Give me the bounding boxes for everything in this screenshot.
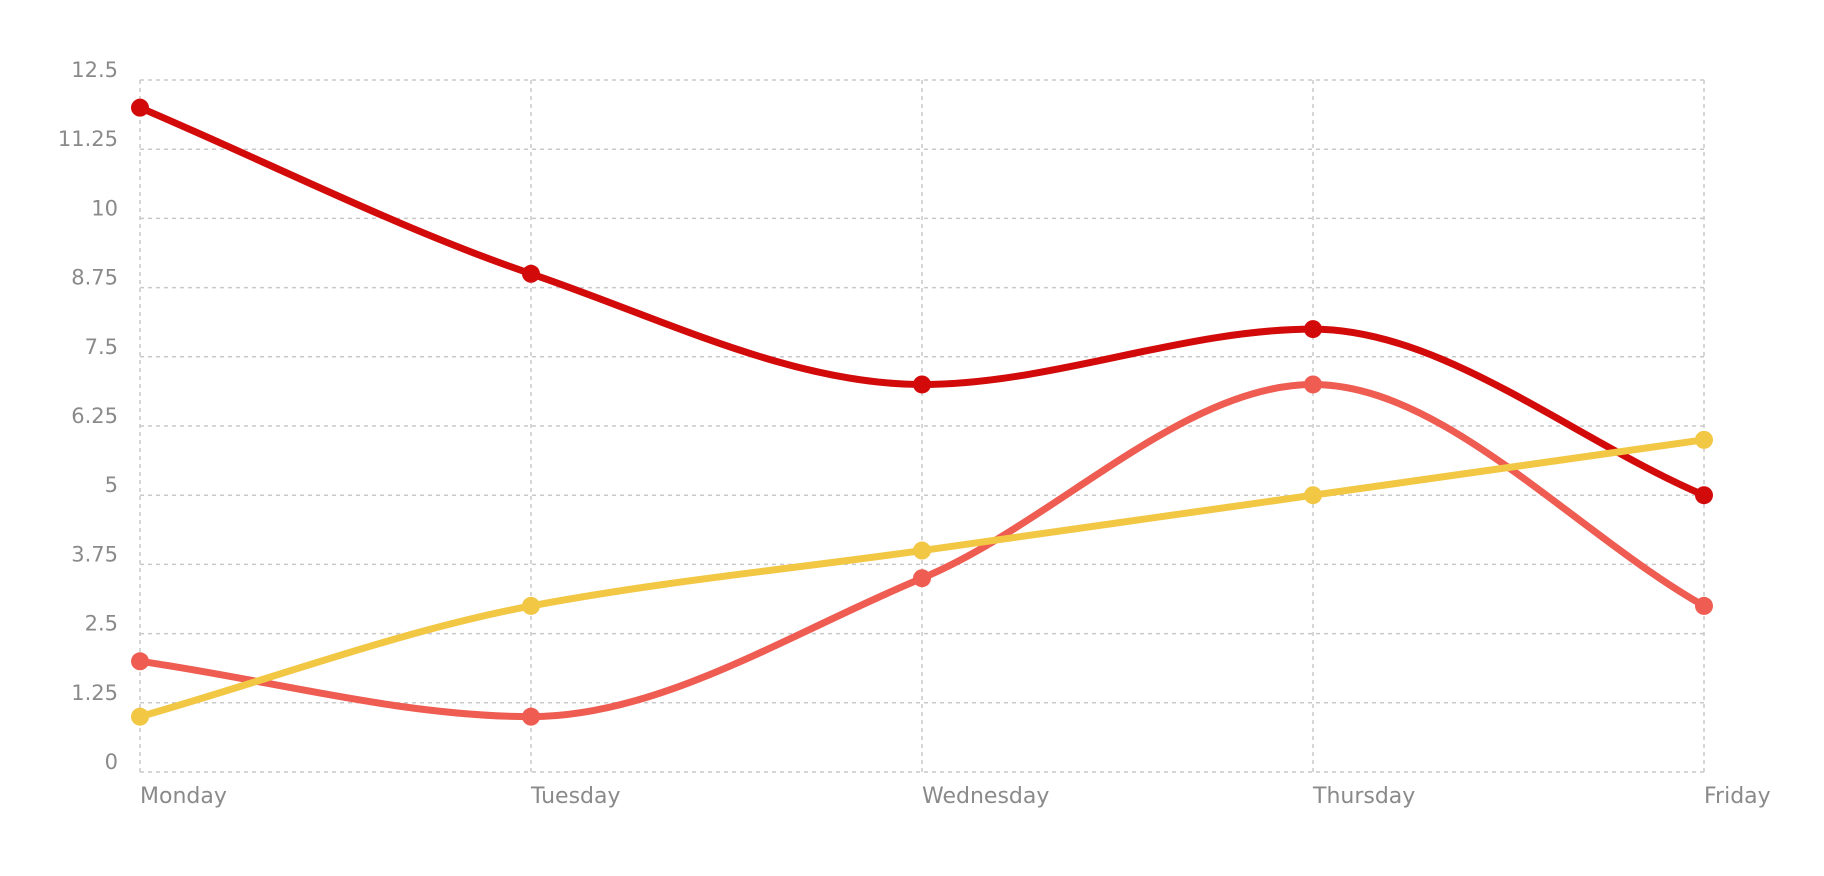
- y-tick-label: 12.5: [71, 58, 118, 82]
- series-3-point[interactable]: [913, 541, 931, 560]
- series-1-point[interactable]: [1695, 486, 1713, 505]
- series-2-line: [136, 380, 1708, 721]
- series-3-point[interactable]: [1304, 486, 1322, 505]
- series-2-point[interactable]: [1695, 596, 1713, 615]
- series-3-point[interactable]: [522, 596, 540, 615]
- y-tick-label: 8.75: [71, 266, 118, 290]
- x-tick-label: Thursday: [1312, 784, 1415, 809]
- y-tick-label: 10: [91, 196, 118, 220]
- series-1-point[interactable]: [913, 375, 931, 394]
- series-2-point[interactable]: [1304, 375, 1322, 394]
- x-tick-label: Wednesday: [922, 784, 1049, 809]
- grid: [139, 79, 1705, 773]
- y-tick-label: 1.25: [71, 681, 118, 705]
- x-axis: Monday Tuesday Wednesday Thursday Friday: [140, 784, 1771, 809]
- series-1-point[interactable]: [1304, 320, 1322, 339]
- x-tick-label: Friday: [1704, 784, 1771, 809]
- series-3-point[interactable]: [131, 707, 149, 726]
- series-1-point[interactable]: [522, 264, 540, 283]
- series-2-point[interactable]: [913, 569, 931, 588]
- series-points: [131, 98, 1713, 726]
- y-tick-label: 3.75: [71, 542, 118, 566]
- y-tick-label: 2.5: [85, 612, 118, 636]
- series-2-point[interactable]: [522, 707, 540, 726]
- y-tick-label: 5: [105, 473, 118, 497]
- y-tick-label: 0: [105, 750, 118, 774]
- y-tick-label: 7.5: [85, 335, 118, 359]
- y-axis: 0 1.25 2.5 3.75 5 6.25 7.5 8.75 10 11.25 12.5: [58, 58, 118, 774]
- y-tick-label: 11.25: [58, 127, 118, 151]
- series-2-point[interactable]: [131, 652, 149, 671]
- x-tick-label: Tuesday: [530, 784, 621, 809]
- y-tick-label: 6.25: [71, 404, 118, 428]
- x-tick-label: Monday: [140, 784, 227, 809]
- series-1-point[interactable]: [131, 98, 149, 117]
- series-3-point[interactable]: [1695, 430, 1713, 449]
